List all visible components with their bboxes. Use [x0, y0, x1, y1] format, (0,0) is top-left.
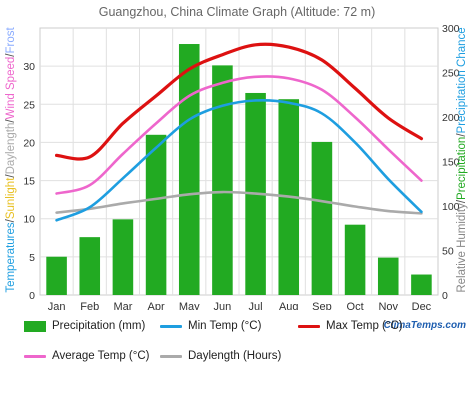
right-tick-label: 50	[442, 246, 454, 258]
climate-chart: Guangzhou, China Climate Graph (Altitude…	[5, 5, 468, 310]
right-tick-label: 300	[442, 23, 460, 35]
axis-label-part: Temperatures	[5, 222, 17, 293]
left-tick-label: 10	[23, 214, 35, 226]
legend-swatch-precipitation	[24, 320, 46, 332]
right-tick-label: 0	[442, 290, 448, 302]
legend-label-min-temp: Min Temp (°C)	[188, 320, 262, 332]
left-tick-labels: 0 5 10 15 20 25 30	[23, 61, 35, 302]
axis-label-part: Precipitation	[456, 137, 468, 200]
x-tick-labels: Jan Feb Mar Apr May Jun Jul Aug Sep Oct Nov Dec	[48, 301, 432, 310]
axis-label-part: Sunlight	[5, 177, 17, 219]
x-tick-label: Sep	[312, 301, 332, 310]
right-tick-label: 200	[442, 112, 460, 124]
left-axis-label: Temperatures/Sunlight/Daylength/Wind Spe…	[5, 27, 17, 293]
left-tick-label: 5	[29, 252, 35, 264]
left-tick-label: 20	[23, 137, 35, 149]
legend-swatch-max-temp	[298, 324, 320, 328]
chart-title: Guangzhou, China Climate Graph (Altitude…	[99, 5, 376, 19]
precipitation-bar	[411, 274, 432, 295]
legend-label-max-temp: Max Temp (°C)	[326, 320, 403, 332]
precipitation-bar	[212, 65, 233, 295]
x-tick-label: Dec	[412, 301, 432, 310]
precipitation-bar	[344, 224, 366, 295]
x-tick-label: Nov	[378, 301, 398, 310]
precipitation-bar	[311, 141, 333, 295]
x-tick-label: Mar	[113, 301, 132, 310]
right-tick-label: 150	[442, 157, 460, 169]
x-tick-label: Oct	[347, 301, 364, 310]
legend-label-daylength: Daylength (Hours)	[188, 350, 282, 362]
legend-item-daylength: Daylength (Hours)	[160, 350, 281, 362]
axis-label-part: Wind Speed	[5, 57, 17, 120]
x-tick-label: Aug	[279, 301, 299, 310]
axis-label-part: /	[5, 53, 17, 57]
axis-label-part: Precipitation Chance	[456, 27, 468, 133]
axis-label-part: /	[456, 199, 468, 203]
legend-item-average-temp: Average Temp (°C)	[24, 350, 150, 362]
right-axis-label: Relative Humidity/Precipitation/Precipit…	[456, 27, 468, 292]
min-temp-line	[55, 99, 423, 222]
precipitation-bar	[112, 219, 134, 295]
brand-logo-text: ClimaTemps.com	[383, 320, 466, 331]
precipitation-bar	[178, 44, 200, 295]
left-tick-label: 15	[23, 176, 35, 188]
left-tick-label: 25	[23, 99, 35, 111]
precipitation-bar	[377, 257, 399, 295]
x-tick-label: Jul	[249, 301, 263, 310]
legend-swatch-average-temp	[24, 354, 46, 358]
left-tick-label: 30	[23, 61, 35, 73]
axis-label-part: /	[5, 218, 17, 222]
max-temp-line	[54, 42, 424, 161]
average-temp-line	[55, 75, 423, 195]
legend-label-average-temp: Average Temp (°C)	[52, 350, 150, 362]
axis-label-part: Daylength	[5, 123, 17, 175]
axis-label-part: Relative Humidity	[456, 203, 468, 293]
x-tick-label: May	[179, 301, 200, 310]
legend-label-precipitation: Precipitation (mm)	[52, 320, 146, 332]
x-tick-label: Apr	[148, 301, 165, 310]
legend-item-min-temp: Min Temp (°C)	[160, 320, 261, 332]
right-tick-label: 100	[442, 201, 460, 213]
x-tick-label: Jan	[48, 301, 66, 310]
x-tick-label: Jun	[214, 301, 232, 310]
legend-item-precipitation: Precipitation (mm)	[24, 320, 145, 332]
chart-legend: ClimaTemps.com Precipitation (mm) Min Te…	[0, 310, 474, 400]
precipitation-bar	[79, 237, 101, 295]
grid-lines	[39, 27, 439, 296]
right-tick-labels: 0 50 100 150 200 250 300	[442, 23, 460, 302]
legend-swatch-daylength	[160, 354, 182, 358]
axis-label-part: /	[456, 133, 468, 137]
precipitation-bar	[46, 256, 67, 295]
series-lines	[54, 42, 424, 222]
daylength-line	[55, 190, 423, 215]
axis-label-part: /	[5, 174, 17, 178]
axis-label-part: /	[5, 119, 17, 123]
axis-label-part: Frost	[5, 27, 17, 54]
legend-item-max-temp: Max Temp (°C)	[298, 320, 403, 332]
right-tick-label: 250	[442, 68, 460, 80]
precipitation-bar	[145, 134, 167, 295]
legend-swatch-min-temp	[160, 324, 182, 328]
x-tick-label: Feb	[80, 301, 99, 310]
left-tick-label: 0	[29, 290, 35, 302]
